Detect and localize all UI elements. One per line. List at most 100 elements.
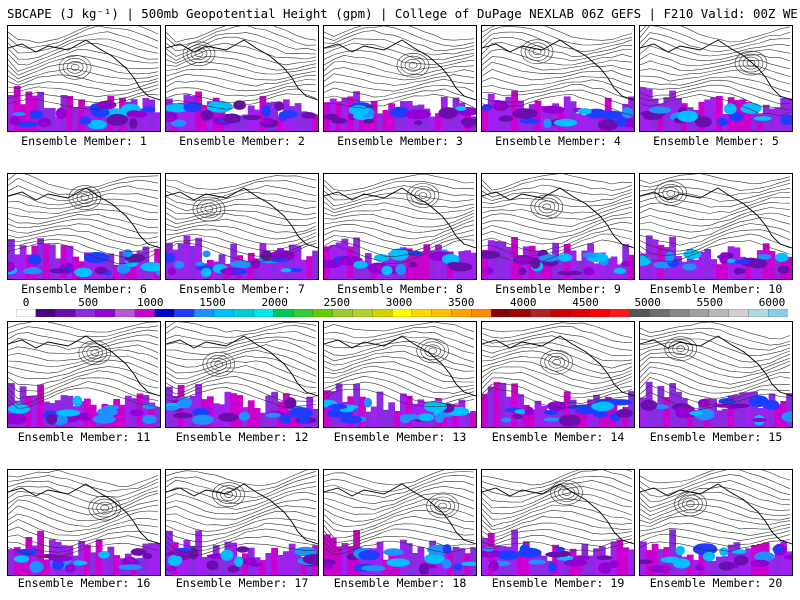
colorbar-segment <box>510 309 532 317</box>
ensemble-member-label: Ensemble Member: 8 <box>337 282 463 296</box>
colorbar-tick-labels: 0 500 1000 1500 2000 2500 3000 3500 4000 4500 5000… <box>0 297 800 309</box>
ensemble-member-label: Ensemble Member: 3 <box>337 134 463 148</box>
colorbar-segment <box>471 309 492 317</box>
map-image <box>640 26 792 131</box>
colorbar-segment <box>570 309 591 317</box>
colorbar-segment <box>589 309 611 317</box>
map-image <box>166 175 318 279</box>
map-title: SBCAPE (J kg⁻¹) | 500mb Geopotential Hei… <box>7 6 797 21</box>
ensemble-panel <box>481 469 635 576</box>
ensemble-panel <box>639 173 793 280</box>
colorbar-segment <box>35 309 57 317</box>
colorbar-segment <box>134 309 156 317</box>
map-image <box>8 174 160 279</box>
ensemble-panel <box>481 173 635 280</box>
colorbar-segment <box>748 309 769 317</box>
colorbar-segment <box>273 309 294 317</box>
colorbar-segment <box>352 309 373 317</box>
colorbar-tick-label: 3000 <box>385 296 413 309</box>
map-image <box>8 26 160 131</box>
ensemble-member-label: Ensemble Member: 20 <box>649 576 783 590</box>
ensemble-panel <box>481 321 635 428</box>
ensemble-panel <box>481 25 635 132</box>
colorbar-segment <box>609 309 631 317</box>
colorbar-segment <box>292 309 314 317</box>
colorbar-tick-label: 2500 <box>323 296 351 309</box>
colorbar-segment <box>253 309 274 317</box>
ensemble-member-label: Ensemble Member: 10 <box>649 282 783 296</box>
ensemble-member-label: Ensemble Member: 1 <box>21 134 147 148</box>
colorbar-segment <box>490 309 512 317</box>
colorbar-segment <box>530 309 552 317</box>
map-image <box>482 26 634 131</box>
colorbar-segment <box>391 309 413 317</box>
map-image <box>324 26 476 131</box>
colorbar-segment <box>688 309 710 317</box>
map-image <box>166 470 318 575</box>
colorbar-segment <box>669 309 690 317</box>
ensemble-member-label: Ensemble Member: 11 <box>17 430 151 444</box>
ensemble-panel <box>639 25 793 132</box>
ensemble-member-label: Ensemble Member: 4 <box>495 134 621 148</box>
ensemble-member-label: Ensemble Member: 9 <box>495 282 621 296</box>
map-image <box>166 26 318 131</box>
colorbar-segment <box>550 309 571 317</box>
ensemble-panel <box>323 173 477 280</box>
colorbar-segment <box>154 309 175 317</box>
ensemble-member-label: Ensemble Member: 14 <box>491 430 625 444</box>
colorbar-segment <box>193 309 215 317</box>
colorbar-tick-label: 2000 <box>261 296 288 309</box>
map-image <box>8 322 160 427</box>
ensemble-member-label: Ensemble Member: 17 <box>175 576 309 590</box>
colorbar-segment <box>114 309 136 317</box>
map-image <box>640 322 792 427</box>
ensemble-member-label: Ensemble Member: 15 <box>649 430 783 444</box>
colorbar-segment <box>312 309 334 317</box>
ensemble-grid: Ensemble Member: 1 Ensemble Member: 2 Ense… <box>7 25 797 595</box>
ensemble-member-label: Ensemble Member: 13 <box>333 430 467 444</box>
colorbar-tick-label: 4000 <box>510 296 537 309</box>
colorbar-tick-label: 500 <box>78 296 99 309</box>
colorbar-segment <box>55 309 77 317</box>
colorbar-segment <box>451 309 472 317</box>
colorbar-tick-label: 5000 <box>634 296 661 309</box>
ensemble-member-label: Ensemble Member: 12 <box>175 430 309 444</box>
ensemble-panel <box>7 321 161 428</box>
colorbar-segment <box>233 309 255 317</box>
colorbar-segment <box>629 309 651 317</box>
colorbar-tick-label: 1500 <box>199 296 226 309</box>
colorbar-tick-label: 0 <box>22 296 30 309</box>
map-image <box>324 470 476 575</box>
colorbar-segment <box>95 309 116 317</box>
ensemble-panel <box>323 321 477 428</box>
colorbar: 0 500 1000 1500 2000 2500 3000 3500 4000 4500 5000… <box>0 297 800 321</box>
map-image <box>324 174 476 279</box>
colorbar-segment <box>174 309 195 317</box>
ensemble-panel <box>639 321 793 428</box>
map-image <box>324 322 476 427</box>
colorbar-segment <box>649 309 670 317</box>
ensemble-panel <box>7 25 161 132</box>
ensemble-panel <box>165 173 319 280</box>
map-image <box>8 470 160 575</box>
ensemble-panel <box>7 469 161 576</box>
colorbar-segment <box>372 309 393 317</box>
colorbar-segment <box>728 309 750 317</box>
ensemble-member-label: Ensemble Member: 16 <box>17 576 151 590</box>
ensemble-panel <box>323 25 477 132</box>
ensemble-panel <box>7 173 161 280</box>
colorbar-tick-label: 1000 <box>137 296 164 309</box>
ensemble-member-label: Ensemble Member: 19 <box>491 576 625 590</box>
ensemble-panel <box>639 469 793 576</box>
ensemble-member-label: Ensemble Member: 7 <box>179 282 305 296</box>
colorbar-segment <box>431 309 453 317</box>
colorbar-tick-label: 3500 <box>447 296 475 309</box>
map-image <box>640 174 792 279</box>
ensemble-panel <box>165 25 319 132</box>
map-image <box>166 322 318 427</box>
colorbar-tick-label: 5500 <box>696 296 724 309</box>
colorbar-tick-label: 4500 <box>572 296 599 309</box>
colorbar-segment <box>332 309 354 317</box>
colorbar-segment <box>708 309 730 317</box>
ensemble-panel <box>165 469 319 576</box>
